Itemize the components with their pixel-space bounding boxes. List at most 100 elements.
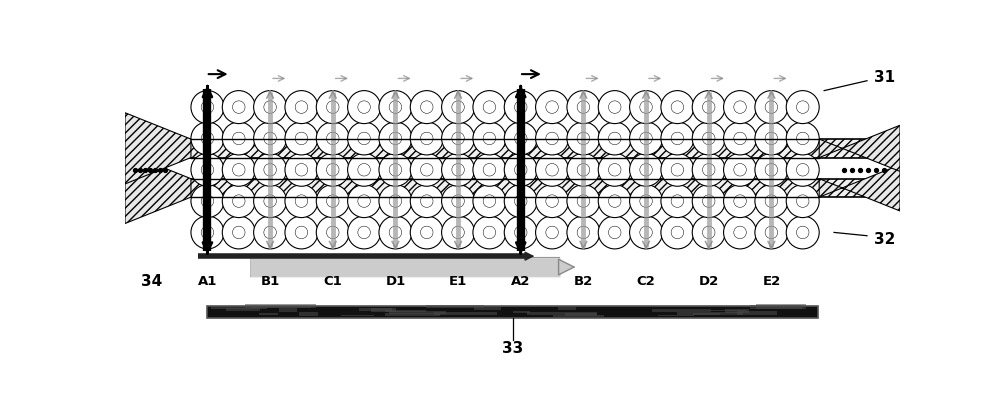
Circle shape [692,216,725,249]
Circle shape [504,216,537,249]
Circle shape [348,153,381,186]
Circle shape [598,122,631,155]
Circle shape [661,216,694,249]
Circle shape [567,184,600,217]
Circle shape [222,153,255,186]
Circle shape [191,216,224,249]
Circle shape [285,91,318,124]
Bar [385,310,426,312]
Circle shape [755,91,788,124]
Circle shape [222,91,255,124]
Bar [385,313,440,316]
Circle shape [410,91,443,124]
Circle shape [442,122,475,155]
Circle shape [191,91,224,124]
Bar [750,305,802,309]
Circle shape [598,91,631,124]
Bar [426,305,484,308]
Circle shape [285,184,318,217]
Bar [558,306,576,310]
Circle shape [285,122,318,155]
Circle shape [473,216,506,249]
Circle shape [536,91,569,124]
Circle shape [630,153,663,186]
Circle shape [254,216,287,249]
Bar [652,309,711,312]
Circle shape [191,153,224,186]
Circle shape [473,153,506,186]
Circle shape [536,216,569,249]
Bar [245,304,316,308]
Text: A1: A1 [198,275,217,288]
Circle shape [661,122,694,155]
Circle shape [724,91,757,124]
Bar [737,311,777,315]
Circle shape [348,216,381,249]
Circle shape [630,91,663,124]
Circle shape [191,184,224,217]
Text: B1: B1 [260,275,280,288]
Circle shape [692,91,725,124]
Circle shape [473,91,506,124]
Circle shape [222,216,255,249]
Circle shape [504,91,537,124]
Text: E2: E2 [762,275,781,288]
Bar [371,308,396,312]
Circle shape [724,216,757,249]
Polygon shape [125,113,191,184]
Circle shape [316,122,349,155]
Circle shape [285,216,318,249]
Bar [207,306,818,318]
Circle shape [786,216,819,249]
Circle shape [348,91,381,124]
Bar [259,313,278,315]
Circle shape [755,122,788,155]
Circle shape [724,153,757,186]
Circle shape [661,153,694,186]
Bar [251,306,311,308]
Circle shape [755,184,788,217]
Circle shape [598,216,631,249]
Text: 31: 31 [874,70,895,85]
Circle shape [442,153,475,186]
Bar [299,312,318,316]
Circle shape [692,153,725,186]
Bar [565,313,597,316]
Text: 34: 34 [141,275,162,289]
Circle shape [410,122,443,155]
Text: D2: D2 [699,275,719,288]
Circle shape [348,122,381,155]
Bar [389,310,446,314]
Bar [359,308,392,311]
Polygon shape [819,165,900,211]
Text: C2: C2 [637,275,655,288]
Circle shape [724,122,757,155]
Circle shape [692,122,725,155]
Bar [211,306,267,309]
Circle shape [222,184,255,217]
Bar [553,315,604,317]
Circle shape [191,122,224,155]
Circle shape [536,122,569,155]
Circle shape [379,216,412,249]
Polygon shape [141,139,900,157]
Circle shape [316,153,349,186]
Text: D1: D1 [385,275,406,288]
Circle shape [504,153,537,186]
Bar [756,304,806,308]
Circle shape [504,122,537,155]
Circle shape [786,91,819,124]
Circle shape [724,184,757,217]
Text: 33: 33 [502,341,523,356]
Circle shape [379,91,412,124]
Polygon shape [125,152,191,224]
Circle shape [567,122,600,155]
Polygon shape [819,125,900,171]
Text: 32: 32 [874,231,895,246]
Bar [513,311,530,313]
Bar [711,310,746,311]
Circle shape [348,184,381,217]
Circle shape [410,184,443,217]
Circle shape [473,184,506,217]
Bar [434,312,497,315]
